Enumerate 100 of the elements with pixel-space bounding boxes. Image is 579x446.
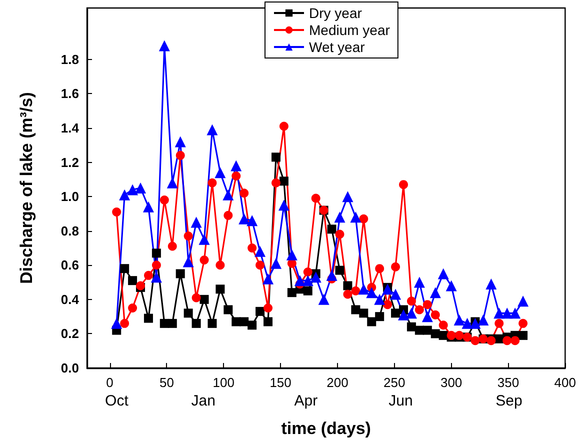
- point: [238, 213, 250, 224]
- point: [303, 268, 312, 276]
- x-tick-label: 400: [554, 375, 576, 390]
- point: [518, 330, 528, 340]
- y-tick-label: 1.2: [60, 154, 79, 170]
- point: [366, 287, 378, 298]
- point: [335, 266, 344, 275]
- y-tick-label: 1.6: [60, 86, 79, 102]
- point: [398, 309, 409, 320]
- text: Apr: [294, 392, 318, 410]
- point: [302, 275, 314, 286]
- text: Sep: [496, 392, 522, 410]
- text: Jan: [191, 392, 216, 410]
- point: [438, 320, 448, 330]
- point: [254, 246, 266, 257]
- point: [192, 318, 201, 328]
- point: [287, 288, 296, 298]
- point: [367, 317, 376, 326]
- point: [286, 249, 298, 260]
- point: [200, 256, 209, 264]
- point: [375, 312, 384, 322]
- point: [256, 260, 265, 270]
- point: [303, 286, 312, 296]
- point: [168, 242, 177, 251]
- point: [510, 336, 520, 346]
- y-tick-label: 1.0: [60, 189, 79, 204]
- point: [391, 308, 400, 318]
- point: [414, 305, 424, 314]
- point: [430, 329, 440, 338]
- y-tick-label: 1.4: [60, 120, 80, 136]
- point: [240, 188, 249, 198]
- point: [335, 230, 344, 239]
- point: [279, 122, 288, 131]
- point: [446, 280, 457, 292]
- point: [264, 304, 273, 312]
- x-tick-label: 150: [270, 375, 292, 390]
- point: [470, 336, 480, 346]
- point: [406, 296, 416, 306]
- point: [390, 288, 402, 300]
- point: [518, 318, 528, 328]
- point: [383, 300, 392, 310]
- text: Oct: [105, 392, 130, 410]
- x-tick-label: 350: [497, 375, 520, 390]
- point: [270, 258, 282, 269]
- point: [343, 290, 352, 299]
- point: [486, 278, 497, 290]
- point: [128, 304, 138, 312]
- legend-label: Wet year: [309, 39, 366, 55]
- point: [510, 308, 521, 319]
- point: [462, 318, 473, 329]
- point: [208, 318, 217, 328]
- point: [150, 272, 162, 283]
- point: [160, 196, 169, 204]
- point: [176, 269, 185, 278]
- point: [152, 260, 161, 270]
- point: [518, 296, 529, 307]
- x-tick-label: 100: [212, 375, 234, 390]
- point: [120, 318, 130, 328]
- point: [184, 308, 193, 318]
- x-tick-label: 200: [326, 375, 348, 390]
- point: [216, 284, 225, 294]
- point: [174, 136, 186, 148]
- point: [327, 224, 336, 234]
- point: [358, 284, 370, 295]
- point: [391, 262, 400, 272]
- y-tick-label: 1.8: [60, 52, 79, 67]
- point: [359, 214, 368, 224]
- point: [206, 124, 218, 136]
- x-tick-label: 250: [384, 375, 406, 390]
- point: [375, 264, 384, 274]
- point: [334, 212, 346, 223]
- point: [248, 244, 257, 252]
- point: [326, 270, 338, 281]
- point: [279, 176, 288, 186]
- point: [478, 314, 489, 326]
- point: [351, 305, 360, 314]
- point: [422, 300, 432, 310]
- point: [406, 322, 416, 332]
- point: [246, 215, 258, 226]
- legend-label: Medium year: [309, 22, 390, 38]
- point: [192, 293, 201, 302]
- y-axis-title: Discharge of lake (m³/s): [17, 92, 36, 284]
- point: [264, 317, 273, 326]
- point: [158, 40, 170, 52]
- point: [351, 286, 360, 296]
- point: [422, 326, 432, 335]
- x-tick-label: 0: [106, 375, 114, 390]
- point: [399, 180, 408, 190]
- y-tick-label: 0.8: [60, 223, 79, 238]
- text: Jun: [388, 392, 413, 410]
- point: [119, 189, 130, 200]
- point: [342, 191, 354, 202]
- point: [406, 308, 417, 319]
- point: [359, 308, 368, 318]
- point: [144, 270, 153, 280]
- point: [430, 310, 440, 320]
- point: [494, 318, 504, 328]
- point: [438, 268, 449, 280]
- x-tick-label: 300: [440, 375, 462, 390]
- point: [208, 178, 217, 188]
